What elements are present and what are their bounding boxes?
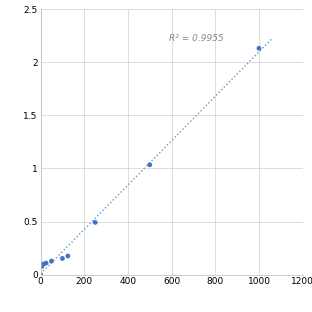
Point [93, 220, 98, 225]
Text: R² = 0.9955: R² = 0.9955 [169, 34, 224, 43]
Point [43, 261, 49, 266]
Point [49, 259, 54, 264]
Point [38, 272, 43, 277]
Point [39, 264, 44, 269]
Point [147, 162, 152, 167]
Point [60, 256, 65, 261]
Point [41, 261, 46, 266]
Point [256, 46, 261, 51]
Point [66, 253, 71, 258]
